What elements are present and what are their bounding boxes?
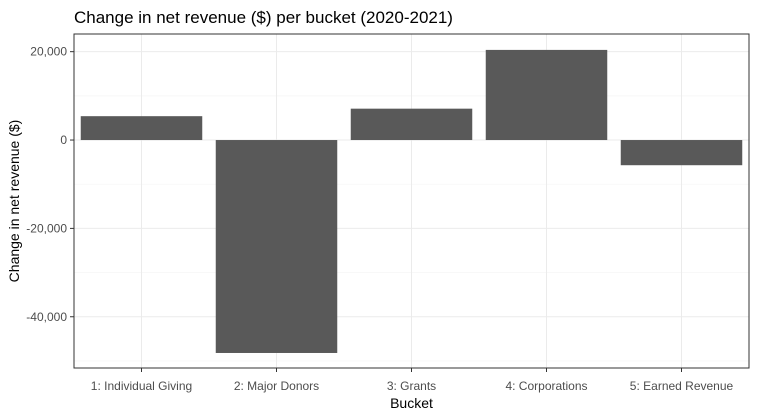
- x-axis-title: Bucket: [390, 395, 433, 411]
- y-tick-label: -40,000: [26, 310, 67, 324]
- bar: [620, 140, 743, 166]
- y-axis-title: Change in net revenue ($): [6, 120, 22, 283]
- bars: [80, 49, 743, 353]
- x-tick-label: 2: Major Donors: [234, 379, 319, 393]
- y-tick-label: -20,000: [26, 221, 67, 235]
- x-tick-label: 1: Individual Giving: [91, 379, 192, 393]
- y-tick-label: 20,000: [30, 45, 67, 59]
- y-tick-label: 0: [60, 133, 67, 147]
- chart-title: Change in net revenue ($) per bucket (20…: [74, 8, 453, 27]
- x-tick-label: 3: Grants: [387, 379, 436, 393]
- x-tick-label: 4: Corporations: [505, 379, 587, 393]
- bar: [215, 140, 338, 353]
- x-tick-label: 5: Earned Revenue: [630, 379, 734, 393]
- bar: [80, 116, 203, 141]
- bar: [350, 108, 473, 141]
- axes: 20,000 0 -20,000 -40,000 1: Individual Givin…: [26, 45, 733, 393]
- bar: [485, 49, 608, 141]
